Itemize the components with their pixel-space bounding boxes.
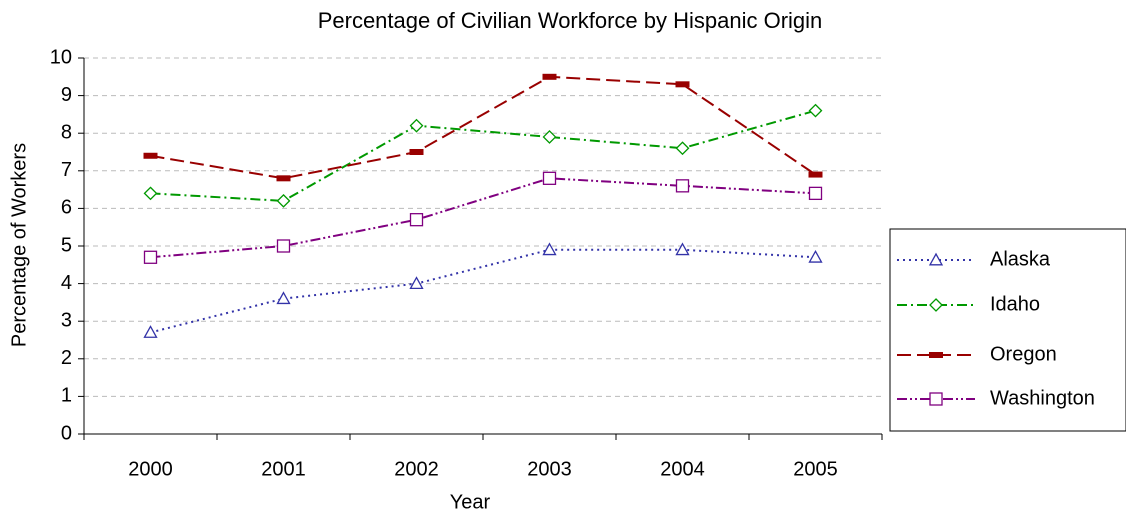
legend-label: Washington <box>990 387 1095 409</box>
y-tick-label: 3 <box>61 309 72 331</box>
series-line <box>150 109 816 202</box>
data-point <box>542 130 557 144</box>
data-point <box>808 249 823 263</box>
y-tick-label: 5 <box>61 234 72 256</box>
data-point <box>143 250 158 264</box>
y-tick-label: 4 <box>61 272 72 294</box>
data-point <box>143 152 158 159</box>
y-tick-label: 8 <box>61 121 72 143</box>
legend-label: Alaska <box>990 248 1051 270</box>
y-tick-label: 6 <box>61 197 72 219</box>
y-tick-label: 9 <box>61 84 72 106</box>
data-point <box>409 149 424 155</box>
chart-title: Percentage of Civilian Workforce by Hisp… <box>318 8 823 33</box>
x-axis-label: Year <box>450 491 491 513</box>
x-tick-label: 2004 <box>660 458 705 480</box>
y-tick-label: 2 <box>61 347 72 369</box>
data-point <box>143 325 158 338</box>
legend-marker <box>929 352 943 358</box>
x-tick-label: 2000 <box>128 458 173 480</box>
data-point <box>409 276 424 290</box>
data-point <box>143 186 158 201</box>
data-point <box>675 179 690 193</box>
series-line <box>150 177 816 259</box>
data-point <box>409 213 424 227</box>
data-point <box>542 242 557 256</box>
legend-marker <box>929 392 943 406</box>
series-line <box>150 248 816 334</box>
data-point <box>276 175 291 182</box>
data-point <box>808 171 823 178</box>
y-tick-label: 7 <box>61 159 72 181</box>
data-point <box>675 81 690 88</box>
legend-label: Idaho <box>990 293 1040 315</box>
y-tick-label: 10 <box>50 46 72 68</box>
y-tick-label: 1 <box>61 385 72 407</box>
data-point <box>276 239 291 253</box>
legend-label: Oregon <box>990 343 1057 365</box>
data-point <box>276 193 291 208</box>
series-line <box>150 75 817 180</box>
y-tick-label: 0 <box>61 422 72 444</box>
data-point <box>409 118 424 133</box>
data-point <box>808 186 823 201</box>
data-point <box>675 141 690 156</box>
x-tick-label: 2001 <box>261 458 306 480</box>
legend-marker <box>929 298 943 312</box>
x-tick-label: 2002 <box>394 458 439 480</box>
data-point <box>675 242 690 256</box>
data-point <box>808 103 823 118</box>
data-point <box>276 291 291 305</box>
data-point <box>542 73 557 80</box>
x-tick-label: 2005 <box>793 458 838 480</box>
legend-marker <box>928 252 944 266</box>
x-tick-label: 2003 <box>527 458 572 480</box>
data-point <box>542 171 557 185</box>
legend-box <box>889 228 1126 432</box>
y-axis-label: Percentage of Workers <box>8 143 30 347</box>
